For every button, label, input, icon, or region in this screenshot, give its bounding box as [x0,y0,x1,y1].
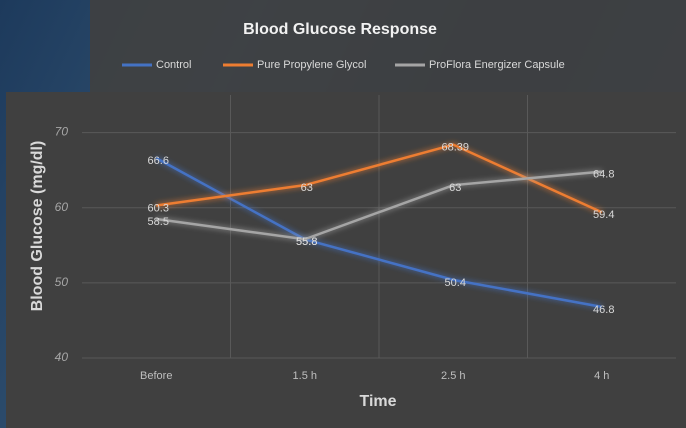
legend-label: ProFlora Energizer Capsule [429,59,565,71]
chart-title: Blood Glucose Response [243,21,437,38]
data-label: 68.39 [441,142,469,154]
data-label: 63 [301,182,313,194]
data-label: 63 [449,182,461,194]
y-tick-label: 70 [55,125,69,139]
data-label: 55.8 [296,236,317,248]
data-label: 66.6 [148,155,169,167]
x-tick-label: Before [140,370,172,382]
y-tick-label: 50 [55,275,69,289]
data-label: 46.8 [593,304,614,316]
data-label: 50.4 [445,277,466,289]
x-tick-label: 2.5 h [441,370,465,382]
data-label: 64.8 [593,169,614,181]
plot-background [6,92,686,428]
x-axis-title: Time [359,393,396,410]
y-tick-label: 40 [55,350,69,364]
data-label: 59.4 [593,209,614,221]
legend-label: Control [156,59,191,71]
header-background [90,0,686,92]
page: Blood Glucose Response Time Blood Glucos… [0,0,686,428]
x-tick-label: 1.5 h [293,370,317,382]
data-label: 58.5 [148,216,169,228]
x-tick-label: 4 h [594,370,609,382]
chart: Blood Glucose Response Time Blood Glucos… [0,0,686,428]
legend-label: Pure Propylene Glycol [257,59,366,71]
data-label: 60.3 [148,202,169,214]
y-axis-title: Blood Glucose (mg/dl) [29,141,46,312]
y-tick-label: 60 [55,200,69,214]
